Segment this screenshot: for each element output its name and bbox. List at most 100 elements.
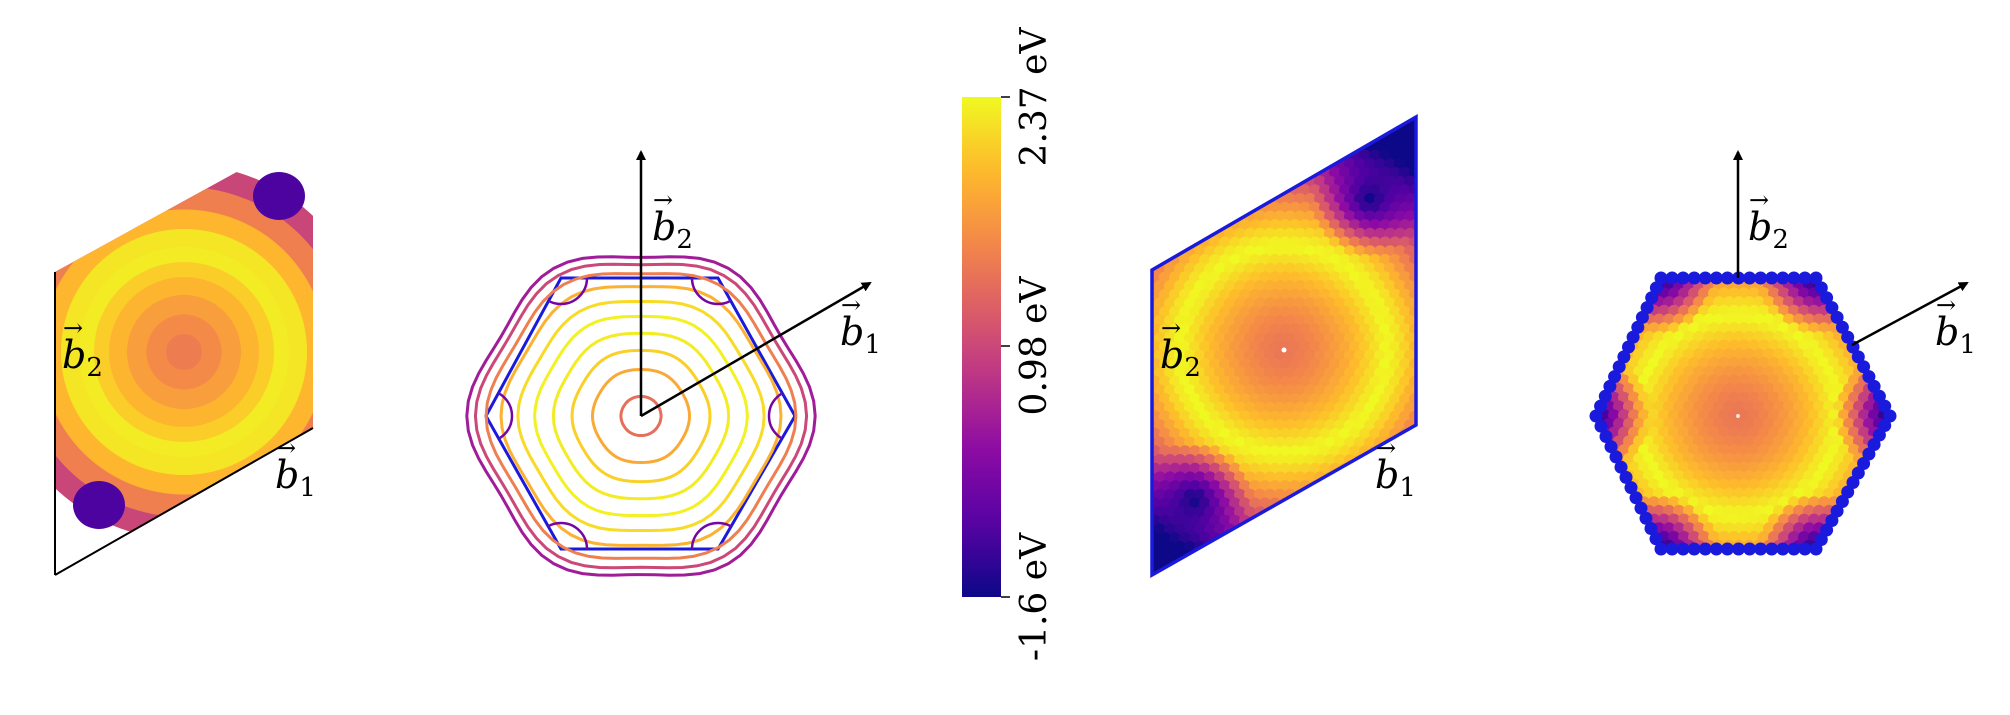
- grid-point: [1768, 304, 1780, 317]
- boundary-point: [1872, 428, 1886, 442]
- grid-point: [1638, 339, 1650, 352]
- grid-point: [1683, 470, 1695, 483]
- grid-point: [1229, 166, 1241, 179]
- grid-point: [1334, 123, 1346, 136]
- grid-point: [1179, 253, 1191, 266]
- corner-contour-0: [533, 278, 589, 306]
- grid-point: [1768, 409, 1780, 422]
- grid-point: [1364, 193, 1376, 205]
- grid-point: [1314, 297, 1326, 310]
- grid-point: [1254, 117, 1266, 118]
- grid-point: [1169, 149, 1181, 162]
- colorbar-tick-label-min: -1.6 eV: [1014, 532, 1055, 661]
- grid-point: [1663, 348, 1675, 361]
- grid-point: [1748, 531, 1760, 543]
- grid-point: [1264, 158, 1276, 171]
- grid-point: [1334, 523, 1346, 536]
- grid-point: [1608, 339, 1620, 352]
- grid-point: [1254, 419, 1266, 432]
- grid-point: [1404, 436, 1416, 449]
- arrow-glyph: →: [1749, 186, 1769, 214]
- grid-point: [1199, 340, 1211, 353]
- grid-point: [1653, 470, 1665, 483]
- grid-point: [1359, 184, 1371, 197]
- grid-point: [1194, 367, 1206, 379]
- grid-point: [1254, 558, 1266, 571]
- grid-point: [1399, 514, 1411, 527]
- grid-point: [1224, 245, 1236, 258]
- grid-point: [1404, 401, 1416, 414]
- grid-point: [1668, 322, 1680, 335]
- grid-point: [1384, 419, 1396, 432]
- grid-point: [1189, 201, 1201, 214]
- grid-point: [1344, 488, 1356, 501]
- grid-point: [1334, 297, 1346, 310]
- grid-point: [1299, 288, 1311, 301]
- grid-point: [1299, 567, 1311, 575]
- grid-point: [1354, 117, 1366, 118]
- grid-point: [1384, 297, 1396, 310]
- grid-point: [1748, 426, 1760, 439]
- grid-point: [1324, 436, 1336, 449]
- grid-point: [1838, 374, 1850, 387]
- grid-point: [1818, 374, 1830, 387]
- grid-point: [1374, 541, 1386, 553]
- grid-point: [1723, 417, 1735, 430]
- grid-point: [1713, 400, 1725, 413]
- grid-point: [1304, 471, 1316, 484]
- grid-point: [1673, 330, 1685, 343]
- grid-point: [1249, 410, 1261, 423]
- grid-point: [1274, 454, 1286, 466]
- grid-point: [1219, 132, 1231, 145]
- grid-point: [1184, 349, 1196, 362]
- boundary-point: [1687, 542, 1701, 556]
- grid-point: [1753, 296, 1765, 309]
- grid-point: [1279, 427, 1291, 440]
- grid-point: [1234, 541, 1246, 553]
- grid-point: [1279, 549, 1291, 562]
- grid-point: [1688, 426, 1700, 439]
- grid-point: [1773, 313, 1785, 326]
- grid-point: [1389, 340, 1401, 353]
- grid-point: [1728, 339, 1740, 352]
- boundary-point: [1846, 476, 1860, 489]
- grid-point: [1304, 541, 1316, 553]
- grid-point: [1349, 236, 1361, 249]
- grid-point: [1673, 417, 1685, 430]
- grid-point: [1309, 236, 1321, 249]
- grid-point: [1159, 375, 1171, 388]
- grid-point: [1374, 367, 1386, 379]
- grid-point: [1289, 306, 1301, 319]
- grid-point: [1279, 271, 1291, 284]
- grid-point: [1324, 280, 1336, 292]
- grid-point: [1389, 253, 1401, 266]
- grid-point: [1878, 513, 1890, 526]
- grid-point: [1788, 409, 1800, 422]
- grid-point: [1324, 541, 1336, 553]
- boundary-point: [1709, 271, 1723, 285]
- grid-point: [1404, 227, 1416, 240]
- grid-point: [1369, 184, 1381, 197]
- grid-point: [1863, 470, 1875, 483]
- grid-point: [1314, 401, 1326, 414]
- grid-point: [1713, 504, 1725, 517]
- grid-point: [1848, 531, 1860, 543]
- grid-point: [1319, 323, 1331, 336]
- grid-point: [1194, 175, 1206, 188]
- grid-point: [1189, 184, 1201, 197]
- grid-point: [1873, 278, 1885, 291]
- grid-point: [1688, 478, 1700, 491]
- grid-point: [1818, 357, 1830, 369]
- grid-point: [1668, 409, 1680, 422]
- grid-point: [1663, 522, 1675, 535]
- grid-point: [1793, 400, 1805, 413]
- panel-filled-contour: b2 → b1 →: [54, 164, 316, 576]
- grid-point: [1643, 348, 1655, 361]
- grid-point: [1668, 374, 1680, 387]
- boundary-point: [1878, 419, 1892, 432]
- grid-point: [1394, 262, 1406, 275]
- grid-point: [1274, 349, 1286, 362]
- grid-point: [1294, 158, 1306, 171]
- grid-point: [1349, 306, 1361, 319]
- boundary-point: [1814, 281, 1828, 295]
